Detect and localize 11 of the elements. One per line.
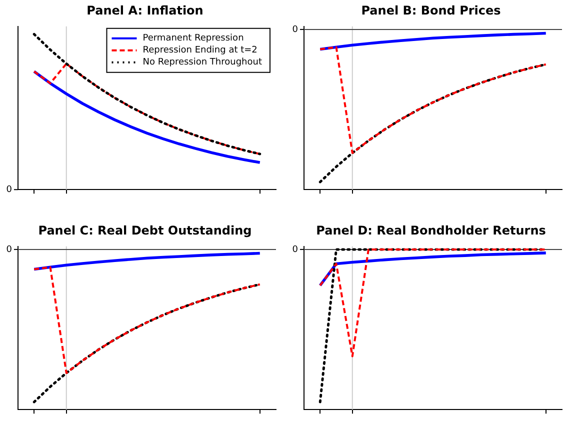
text: 0 [292, 244, 298, 255]
chart-title: Panel D: Real Bondholder Returns [316, 223, 546, 238]
chart-title: Panel B: Bond Prices [361, 3, 501, 18]
chart-title: Panel A: Inflation [86, 3, 204, 18]
legend-label: No Repression Throughout [142, 58, 262, 68]
text: 0 [6, 244, 12, 255]
chart-title: Panel C: Real Debt Outstanding [38, 223, 252, 238]
legend-label: Permanent Repression [142, 34, 244, 44]
text: 0 [292, 24, 298, 35]
legend-label: Repression Ending at t=2 [142, 46, 258, 56]
text: 0 [6, 184, 12, 195]
